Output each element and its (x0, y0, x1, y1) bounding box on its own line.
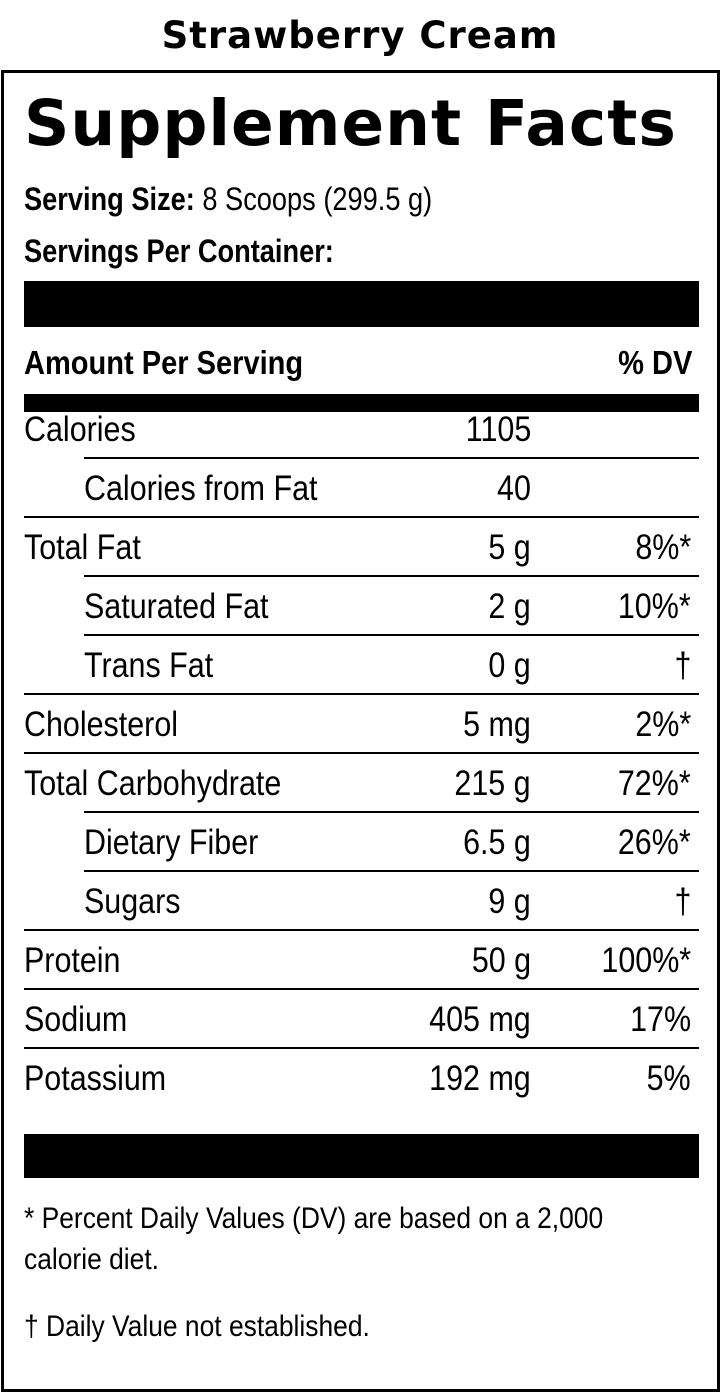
footnote-percent-dv: * Percent Daily Values (DV) are based on… (24, 1198, 603, 1280)
nutrient-amount: 6.5 g (463, 823, 531, 862)
nutrient-row: Calories from Fat 40 (24, 459, 699, 518)
bottom-thick-bar (24, 1134, 699, 1178)
row-divider (84, 870, 699, 872)
panel-title: Supplement Facts (24, 87, 677, 160)
nutrient-dv: 10%* (618, 587, 691, 626)
row-divider (84, 575, 699, 577)
footnote-line-1: * Percent Daily Values (DV) are based on… (24, 1202, 604, 1235)
nutrient-amount: 2 g (488, 587, 531, 626)
nutrient-table: Calories 1105 Calories from Fat 40 Total Fat… (24, 400, 699, 1108)
nutrient-amount: 0 g (488, 646, 531, 685)
serving-size: Serving Size: 8 Scoops (299.5 g) (24, 181, 432, 218)
nutrient-row: Sodium 405 mg 17% (24, 990, 699, 1049)
nutrient-row: Trans Fat 0 g † (24, 636, 699, 695)
row-divider (84, 811, 699, 813)
nutrient-name: Protein (24, 941, 121, 980)
nutrient-name: Sodium (24, 1000, 128, 1039)
top-thick-bar (24, 281, 699, 327)
dv-header: % DV (617, 344, 692, 381)
nutrient-row: Calories 1105 (24, 400, 699, 459)
nutrient-name: Sugars (84, 882, 181, 921)
nutrient-amount: 9 g (488, 882, 531, 921)
nutrient-row: Sugars 9 g † (24, 872, 699, 931)
nutrient-dv: † (674, 646, 691, 685)
nutrient-dv: 26%* (618, 823, 691, 862)
supplement-facts-panel: Supplement Facts Serving Size: 8 Scoops … (1, 70, 720, 1392)
nutrient-row: Cholesterol 5 mg 2%* (24, 695, 699, 754)
nutrient-dv: 100%* (601, 941, 691, 980)
row-divider (24, 1047, 699, 1049)
servings-per-container-label: Servings Per Container: (24, 233, 334, 269)
nutrient-amount: 40 (497, 469, 531, 508)
nutrient-dv: 8%* (635, 528, 691, 567)
nutrient-name: Cholesterol (24, 705, 179, 744)
nutrient-amount: 5 g (488, 528, 531, 567)
nutrient-dv: 2%* (635, 705, 691, 744)
nutrient-row: Saturated Fat 2 g 10%* (24, 577, 699, 636)
nutrient-name: Saturated Fat (84, 587, 269, 626)
nutrient-name: Potassium (24, 1059, 167, 1098)
row-divider (24, 988, 699, 990)
nutrient-amount: 5 mg (463, 705, 531, 744)
row-divider (24, 693, 699, 695)
nutrient-name: Calories (24, 410, 136, 449)
flavor-name: Strawberry Cream (161, 14, 559, 57)
nutrient-dv: 5% (646, 1059, 691, 1098)
row-divider (24, 516, 699, 518)
row-divider (24, 929, 699, 931)
header-thick-bar (24, 394, 699, 412)
nutrient-row: Total Carbohydrate 215 g 72%* (24, 754, 699, 813)
nutrient-amount: 215 g (454, 764, 531, 803)
nutrient-row: Potassium 192 mg 5% (24, 1049, 699, 1108)
nutrient-dv: † (674, 882, 691, 921)
nutrient-row: Protein 50 g 100%* (24, 931, 699, 990)
nutrient-row: Dietary Fiber 6.5 g 26%* (24, 813, 699, 872)
footnote-dagger: † Daily Value not established. (24, 1310, 370, 1343)
serving-size-label: Serving Size: (24, 181, 195, 217)
nutrient-amount: 405 mg (429, 1000, 531, 1039)
nutrient-amount: 192 mg (429, 1059, 531, 1098)
nutrient-amount: 1105 (465, 410, 531, 449)
nutrient-row: Total Fat 5 g 8%* (24, 518, 699, 577)
nutrient-dv: 17% (630, 1000, 691, 1039)
nutrient-name: Total Fat (24, 528, 141, 567)
nutrient-name: Total Carbohydrate (24, 764, 282, 803)
serving-size-value: 8 Scoops (299.5 g) (202, 181, 433, 217)
nutrient-name: Calories from Fat (84, 469, 318, 508)
nutrient-name: Dietary Fiber (84, 823, 259, 862)
row-divider (24, 752, 699, 754)
footnote-line-2: calorie diet. (24, 1243, 160, 1276)
amount-per-serving-header: Amount Per Serving (24, 344, 304, 381)
row-divider (84, 634, 699, 636)
nutrient-name: Trans Fat (84, 646, 214, 685)
nutrient-amount: 50 g (471, 941, 531, 980)
nutrient-dv: 72%* (618, 764, 691, 803)
row-divider (84, 457, 699, 459)
